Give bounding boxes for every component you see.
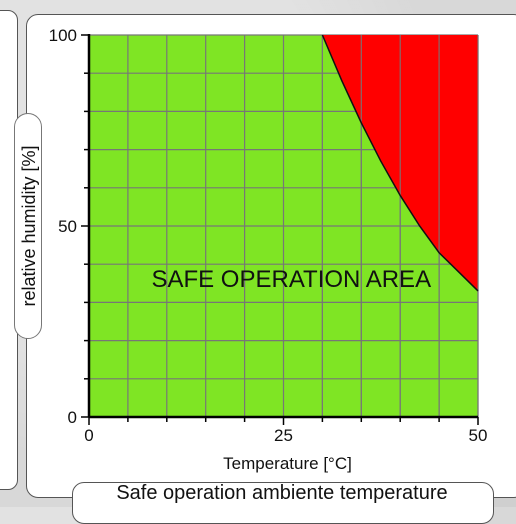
x-tick-label: 25 [274,426,293,445]
safe-area-label: SAFE OPERATION AREA [151,266,431,293]
chart-svg: 0 25 50 0 50 100 Temperature [°C] SAFE OPERATIO… [49,26,488,473]
x-tick-label: 50 [469,426,488,445]
boundary-curve [321,34,479,292]
y-tick-label: 50 [58,217,77,236]
x-tick-label: 0 [84,426,93,445]
y-tick-label: 100 [49,26,77,45]
y-tick-label: 0 [68,408,77,427]
chart-title: Safe operation ambiente temperature [116,482,448,504]
x-axis-label: Temperature [°C] [223,454,352,473]
